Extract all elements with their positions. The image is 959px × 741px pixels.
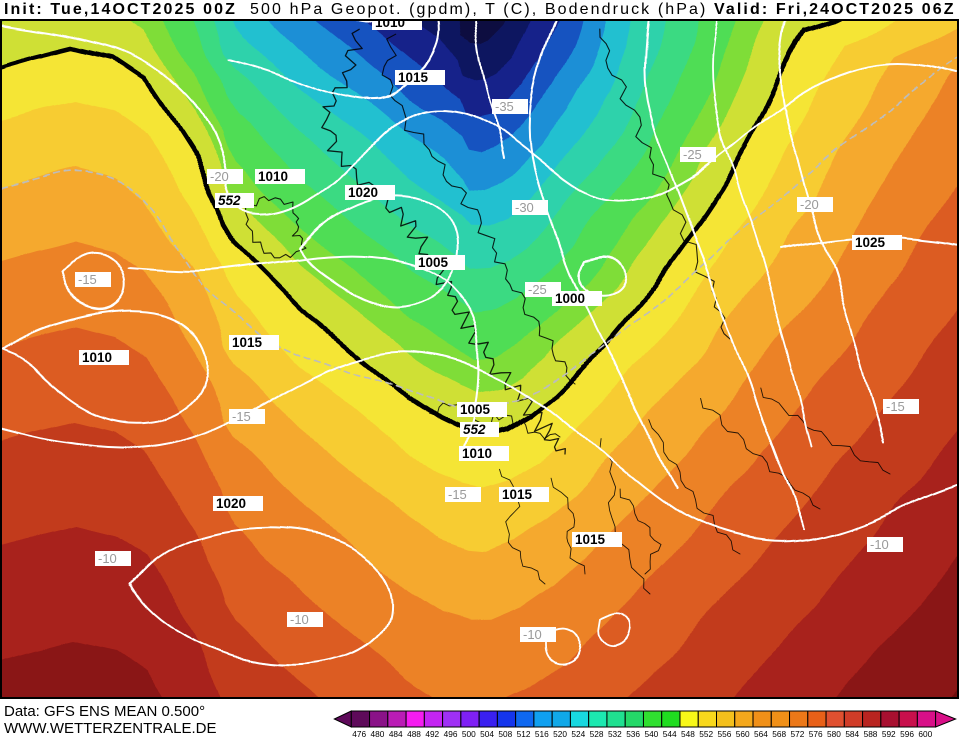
svg-text:1020: 1020: [216, 496, 246, 511]
svg-text:536: 536: [626, 729, 640, 739]
svg-text:-30: -30: [515, 200, 534, 215]
svg-text:1010: 1010: [375, 19, 405, 30]
svg-text:1010: 1010: [82, 350, 112, 365]
svg-text:576: 576: [809, 729, 823, 739]
svg-text:552: 552: [463, 422, 486, 437]
svg-text:-35: -35: [495, 99, 514, 114]
svg-text:588: 588: [864, 729, 878, 739]
svg-text:528: 528: [590, 729, 604, 739]
svg-text:-10: -10: [290, 612, 309, 627]
svg-text:592: 592: [882, 729, 896, 739]
svg-text:540: 540: [644, 729, 658, 739]
svg-text:-15: -15: [78, 272, 97, 287]
svg-text:-15: -15: [232, 409, 251, 424]
svg-text:544: 544: [663, 729, 677, 739]
svg-text:516: 516: [535, 729, 549, 739]
svg-text:1000: 1000: [555, 291, 585, 306]
svg-text:1015: 1015: [398, 70, 429, 85]
svg-text:556: 556: [718, 729, 732, 739]
svg-text:1005: 1005: [418, 255, 449, 270]
svg-text:580: 580: [827, 729, 841, 739]
svg-text:584: 584: [845, 729, 859, 739]
svg-text:-15: -15: [448, 487, 467, 502]
svg-text:-15: -15: [886, 399, 905, 414]
svg-text:-25: -25: [683, 147, 702, 162]
svg-text:-10: -10: [523, 627, 542, 642]
svg-text:1015: 1015: [575, 532, 606, 547]
svg-text:1015: 1015: [502, 487, 533, 502]
svg-text:572: 572: [791, 729, 805, 739]
svg-text:568: 568: [772, 729, 786, 739]
svg-text:-25: -25: [528, 282, 547, 297]
svg-text:552: 552: [699, 729, 713, 739]
svg-text:552: 552: [218, 193, 241, 208]
svg-text:520: 520: [553, 729, 567, 739]
svg-text:548: 548: [681, 729, 695, 739]
svg-text:-20: -20: [800, 197, 819, 212]
svg-text:600: 600: [918, 729, 932, 739]
svg-text:524: 524: [571, 729, 585, 739]
svg-text:1015: 1015: [232, 335, 263, 350]
svg-text:-10: -10: [98, 551, 117, 566]
svg-text:1010: 1010: [462, 446, 492, 461]
svg-text:1005: 1005: [460, 402, 491, 417]
svg-text:-20: -20: [210, 169, 229, 184]
svg-text:532: 532: [608, 729, 622, 739]
svg-text:512: 512: [517, 729, 531, 739]
svg-text:1020: 1020: [348, 185, 378, 200]
svg-text:596: 596: [900, 729, 914, 739]
svg-text:560: 560: [736, 729, 750, 739]
svg-text:1010: 1010: [258, 169, 288, 184]
svg-text:-10: -10: [870, 537, 889, 552]
svg-text:1025: 1025: [855, 235, 886, 250]
svg-text:564: 564: [754, 729, 768, 739]
